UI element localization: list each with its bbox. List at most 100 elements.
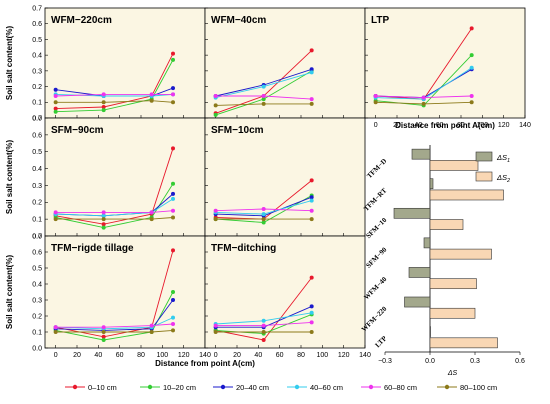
- x-tick-label: 0: [54, 352, 58, 359]
- series-line: [55, 198, 174, 217]
- data-point: [171, 92, 175, 97]
- y-tick-label: 0.1: [32, 100, 42, 107]
- data-point: [53, 94, 58, 98]
- x-tick-label: 0: [214, 352, 218, 359]
- data-point: [101, 222, 106, 227]
- data-point: [53, 100, 58, 105]
- bar-ds1: [429, 178, 434, 190]
- data-point: [171, 208, 175, 213]
- y-tick-label: 0.2: [32, 313, 42, 320]
- data-point: [309, 330, 314, 334]
- y-tick-label: 0.4: [32, 166, 42, 173]
- legend-marker: [444, 384, 450, 390]
- data-point: [213, 94, 218, 98]
- x-tick-label: 100: [316, 352, 328, 359]
- data-point: [261, 330, 266, 334]
- x-axis-label: Distance from point A(cm): [395, 121, 495, 130]
- data-point: [261, 101, 266, 106]
- panel-sfm-90cm: 0.0 0.1 0.2 0.3 0.4 0.5 0.6 0.7 SFM−90cm: [32, 115, 206, 240]
- data-point: [309, 101, 314, 106]
- series-line: [55, 210, 174, 213]
- y-tick-label: 0.0: [32, 233, 42, 240]
- y-axis-label: Soil salt content(%): [5, 255, 14, 330]
- data-point: [171, 328, 175, 333]
- x-tick-label: 20: [393, 122, 401, 129]
- panel-frame: [204, 117, 366, 237]
- x-axis-label: Distance from point A(cm): [155, 359, 255, 368]
- data-point: [309, 195, 314, 200]
- bar-legend-label: ΔS2: [496, 173, 510, 184]
- data-point: [101, 108, 106, 113]
- x-tick-label: 100: [476, 122, 488, 129]
- bar-ds1: [404, 296, 431, 308]
- data-point: [101, 100, 106, 105]
- data-point: [171, 51, 175, 56]
- bar-x-tick-label: 0.3: [470, 358, 480, 365]
- x-tick-label: 60: [276, 352, 284, 359]
- x-tick-label: 80: [297, 352, 305, 359]
- bar-ds1: [393, 207, 431, 219]
- data-point: [309, 320, 314, 325]
- data-point: [149, 330, 154, 334]
- data-point: [469, 26, 474, 31]
- series-line: [55, 183, 174, 229]
- data-point: [101, 330, 106, 334]
- data-point: [171, 191, 175, 196]
- data-point: [101, 325, 106, 330]
- x-tick-label: 140: [519, 122, 531, 129]
- data-point: [171, 196, 175, 201]
- series-line: [55, 100, 174, 103]
- panel-title: TFM−rigde tillage: [51, 243, 134, 254]
- bar-ds2: [429, 307, 476, 319]
- data-point: [469, 94, 474, 98]
- legend-marker: [294, 384, 300, 390]
- y-tick-label: 0.1: [32, 329, 42, 336]
- data-point: [469, 65, 474, 70]
- data-point: [171, 248, 175, 253]
- series-line: [55, 299, 174, 331]
- bar-legend-label: ΔS1: [496, 153, 510, 164]
- data-point: [213, 323, 218, 328]
- data-point: [149, 323, 154, 328]
- data-point: [469, 53, 474, 58]
- y-tick-label: 0.1: [32, 217, 42, 224]
- data-point: [149, 210, 154, 215]
- x-tick-label: 100: [156, 352, 168, 359]
- x-tick-label: 120: [178, 352, 190, 359]
- series-legend: 0–10 cm 10–20 cm 20–40 cm 40–60 cm 60–80 cm 8…: [65, 383, 497, 392]
- data-point: [309, 178, 314, 183]
- x-tick-label: 80: [137, 352, 145, 359]
- legend-marker: [72, 384, 78, 390]
- bar-x-axis-label: ΔS: [447, 370, 458, 377]
- y-tick-label: 0.0: [32, 115, 42, 122]
- x-tick-label: 120: [498, 122, 510, 129]
- x-tick-label: 60: [116, 352, 124, 359]
- data-point: [101, 105, 106, 109]
- data-point: [309, 48, 314, 53]
- data-point: [171, 146, 175, 151]
- data-point: [261, 217, 266, 222]
- data-point: [101, 338, 106, 342]
- data-point: [171, 298, 175, 302]
- bar-ds2: [429, 160, 479, 171]
- panel-frame: [44, 117, 206, 237]
- x-tick-label: 40: [254, 352, 262, 359]
- x-tick-label: 20: [73, 352, 81, 359]
- y-tick-label: 0.3: [32, 183, 42, 190]
- data-point: [261, 97, 266, 102]
- y-axis-label: Soil salt content(%): [5, 26, 14, 101]
- x-tick-label: 40: [414, 122, 422, 129]
- bar-category-label: TFM−D: [365, 157, 388, 180]
- data-point: [149, 98, 154, 103]
- panel-title: SFM−10cm: [211, 125, 264, 136]
- y-axis-label: Soil salt content(%): [5, 140, 14, 215]
- y-tick-label: 0.3: [32, 297, 42, 304]
- y-tick-label: 0.6: [32, 132, 42, 139]
- bar-ds1: [408, 267, 431, 278]
- series-line: [55, 291, 174, 341]
- series-line: [55, 323, 174, 328]
- panel-sfm-10cm: SFM−10cm: [204, 117, 366, 237]
- y-tick-label: 0.5: [32, 149, 42, 156]
- x-tick-label: 0: [374, 122, 378, 129]
